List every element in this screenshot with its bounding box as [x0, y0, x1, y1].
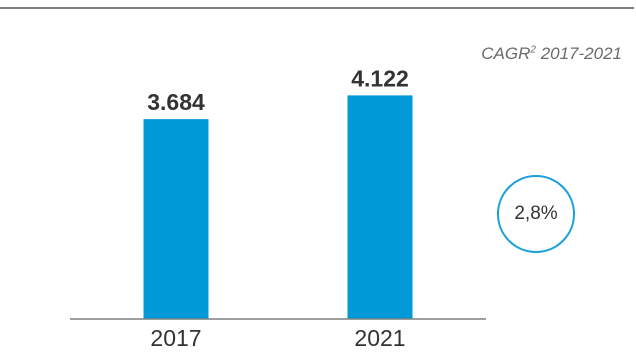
x-tick-label-2021: 2021: [354, 325, 405, 351]
data-label-2021: 4.122: [351, 65, 409, 91]
cagr-value-circle: 2,8%: [497, 175, 575, 253]
bar-2017: [143, 119, 209, 319]
labels-layer: 3.684 2017 4.122 2021: [147, 65, 409, 351]
data-label-2017: 3.684: [147, 89, 205, 115]
cagr-value: 2,8%: [514, 203, 558, 224]
bar-2021: [347, 95, 413, 319]
top-divider: [0, 7, 634, 9]
cagr-footnote-marker: 2: [530, 44, 536, 56]
cagr-label: CAGR2 2017-2021: [481, 44, 622, 64]
cagr-label-period: 2017-2021: [535, 44, 622, 63]
cagr-label-main: CAGR: [481, 44, 531, 63]
x-tick-label-2017: 2017: [150, 325, 201, 351]
bars-layer: [143, 95, 413, 319]
